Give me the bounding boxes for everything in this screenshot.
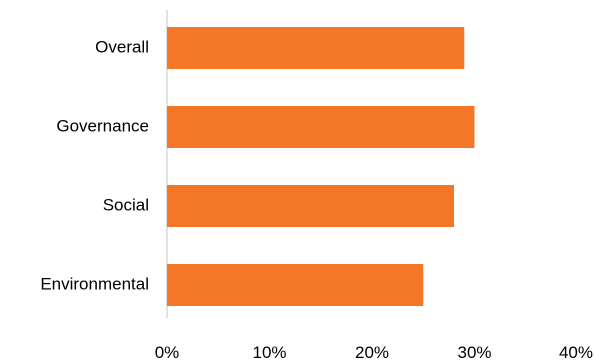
x-tick-label: 20%: [355, 343, 389, 360]
category-labels: Overall Governance Social Environmental: [40, 37, 149, 293]
category-label-governance: Governance: [56, 116, 149, 135]
bars-group: [167, 27, 475, 306]
category-label-social: Social: [103, 195, 149, 214]
category-label-environmental: Environmental: [40, 274, 149, 293]
x-tick-label: 10%: [252, 343, 286, 360]
bar-overall: [167, 27, 465, 69]
x-tick-label: 30%: [457, 343, 491, 360]
category-label-overall: Overall: [95, 37, 149, 56]
bar-governance: [167, 106, 475, 148]
tick-labels: 0% 10% 20% 30% 40%: [155, 343, 593, 360]
x-tick-label: 40%: [559, 343, 593, 360]
x-tick-label: 0%: [155, 343, 180, 360]
bar-environmental: [167, 264, 424, 306]
bar-social: [167, 185, 454, 227]
